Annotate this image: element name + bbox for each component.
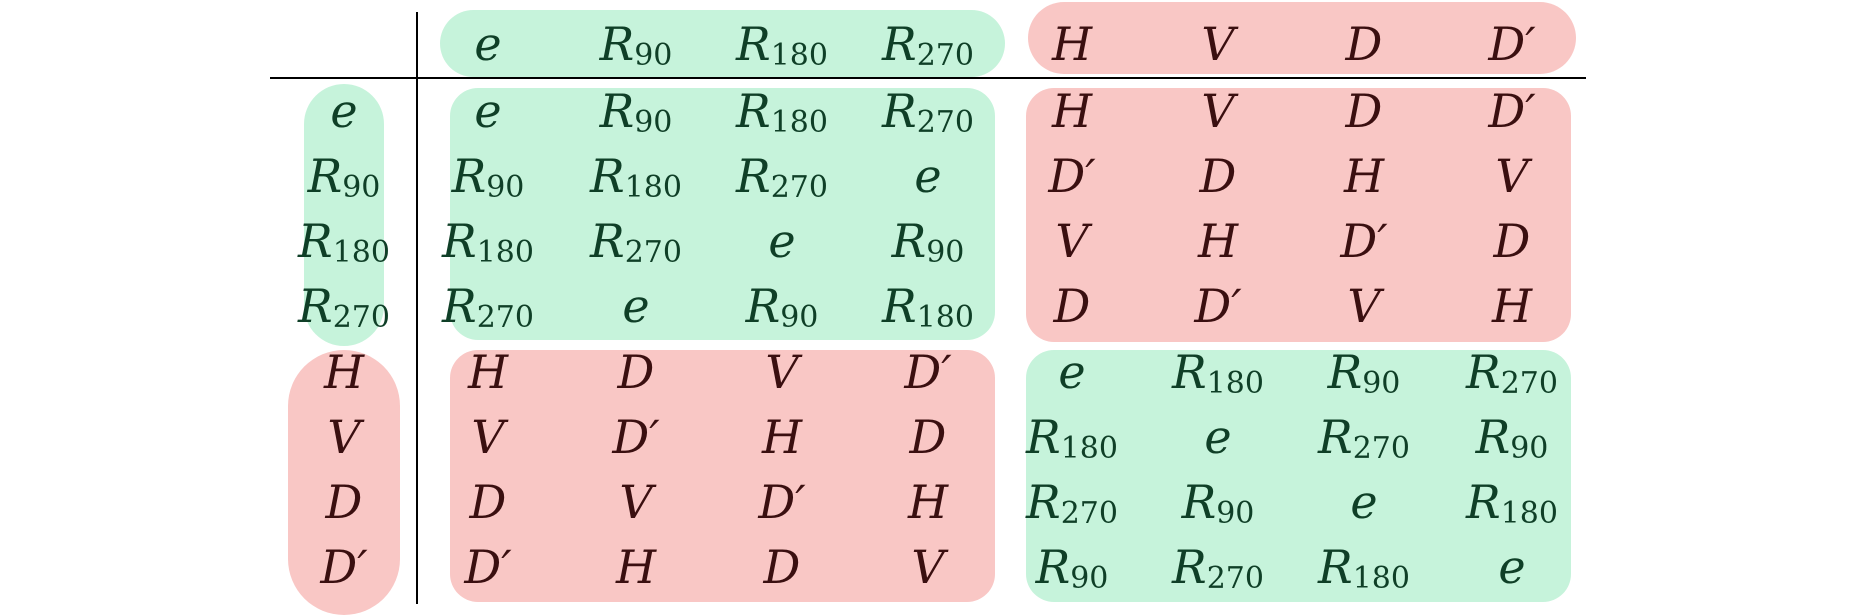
table-cell: e bbox=[1058, 345, 1086, 399]
table-cell: D′ bbox=[1048, 149, 1096, 203]
table-cell: V bbox=[1201, 84, 1235, 138]
table-cell: R 270 bbox=[442, 279, 534, 335]
block-rotation-reflection bbox=[1026, 88, 1571, 342]
table-cell: D bbox=[469, 475, 507, 529]
table-cell: D′ bbox=[758, 475, 806, 529]
table-cell: V bbox=[471, 410, 505, 464]
table-cell: R 90 bbox=[1035, 540, 1109, 596]
header-col-cell: D′ bbox=[320, 540, 368, 594]
table-cell: D bbox=[1493, 214, 1531, 268]
header-row-rotation-region bbox=[440, 10, 1005, 77]
block-reflection-rotation bbox=[450, 350, 995, 602]
block-rotation-rotation bbox=[450, 88, 995, 340]
table-cell: D bbox=[1199, 149, 1237, 203]
table-cell: H bbox=[615, 540, 657, 594]
table-cell: V bbox=[1495, 149, 1529, 203]
table-cell: H bbox=[1051, 84, 1093, 138]
table-cell: R 180 bbox=[1172, 345, 1264, 401]
table-cell: R 90 bbox=[1181, 475, 1255, 531]
header-row-cell: e bbox=[474, 17, 502, 71]
table-cell: R 90 bbox=[599, 84, 673, 140]
table-cell: R 180 bbox=[442, 214, 534, 270]
block-reflection-reflection bbox=[1026, 350, 1571, 602]
table-cell: e bbox=[474, 84, 502, 138]
table-cell: R 90 bbox=[1475, 410, 1549, 466]
table-cell: R 270 bbox=[882, 84, 974, 140]
table-cell: H bbox=[1343, 149, 1385, 203]
table-cell: e bbox=[622, 279, 650, 333]
header-col-cell: H bbox=[323, 345, 365, 399]
table-cell: V bbox=[1055, 214, 1089, 268]
table-cell: R 270 bbox=[590, 214, 682, 270]
table-cell: R 180 bbox=[1026, 410, 1118, 466]
table-cell: e bbox=[1204, 410, 1232, 464]
table-cell: H bbox=[467, 345, 509, 399]
header-col-cell: R 90 bbox=[307, 149, 381, 205]
table-cell: R 90 bbox=[451, 149, 525, 205]
table-cell: H bbox=[907, 475, 949, 529]
table-cell: R 270 bbox=[1466, 345, 1558, 401]
table-cell: R 270 bbox=[736, 149, 828, 205]
header-col-reflection-region bbox=[288, 350, 400, 615]
header-row-reflection-region bbox=[1028, 2, 1576, 74]
table-cell: V bbox=[619, 475, 653, 529]
header-row-cell: R 90 bbox=[599, 17, 673, 73]
header-col-cell: e bbox=[330, 84, 358, 138]
table-cell: D′ bbox=[612, 410, 660, 464]
header-row-cell: R 180 bbox=[736, 17, 828, 73]
table-cell: H bbox=[761, 410, 803, 464]
table-cell: R 270 bbox=[1318, 410, 1410, 466]
table-cell: D bbox=[909, 410, 947, 464]
table-cell: R 180 bbox=[590, 149, 682, 205]
table-cell: H bbox=[1491, 279, 1533, 333]
table-cell: D′ bbox=[1194, 279, 1242, 333]
table-cell: R 90 bbox=[891, 214, 965, 270]
header-col-cell: D bbox=[325, 475, 363, 529]
header-col-cell: R 270 bbox=[298, 279, 390, 335]
table-cell: V bbox=[1347, 279, 1381, 333]
table-cell: V bbox=[911, 540, 945, 594]
table-cell: e bbox=[914, 149, 942, 203]
table-cell: D′ bbox=[1488, 84, 1536, 138]
table-cell: e bbox=[1350, 475, 1378, 529]
table-cell: D bbox=[1345, 84, 1383, 138]
header-col-rotation-region bbox=[304, 84, 384, 346]
table-cell: R 180 bbox=[736, 84, 828, 140]
header-col-cell: V bbox=[327, 410, 361, 464]
table-cell: R 90 bbox=[1327, 345, 1401, 401]
table-cell: R 90 bbox=[745, 279, 819, 335]
table-cell: D bbox=[1053, 279, 1091, 333]
header-col-cell: R 180 bbox=[298, 214, 390, 270]
header-row-cell: D bbox=[1345, 17, 1383, 71]
header-row-cell: D′ bbox=[1488, 17, 1536, 71]
table-cell: R 180 bbox=[1466, 475, 1558, 531]
vertical-rule bbox=[416, 12, 418, 604]
header-row-cell: V bbox=[1201, 17, 1235, 71]
header-row-cell: H bbox=[1051, 17, 1093, 71]
table-cell: e bbox=[1498, 540, 1526, 594]
table-cell: R 270 bbox=[1026, 475, 1118, 531]
table-cell: e bbox=[768, 214, 796, 268]
table-cell: R 180 bbox=[1318, 540, 1410, 596]
header-row-cell: R 270 bbox=[882, 17, 974, 73]
table-cell: D bbox=[617, 345, 655, 399]
horizontal-rule bbox=[270, 77, 1586, 79]
table-cell: D′ bbox=[464, 540, 512, 594]
table-cell: R 270 bbox=[1172, 540, 1264, 596]
table-cell: H bbox=[1197, 214, 1239, 268]
table-cell: D bbox=[763, 540, 801, 594]
table-cell: D′ bbox=[904, 345, 952, 399]
table-cell: D′ bbox=[1340, 214, 1388, 268]
table-cell: V bbox=[765, 345, 799, 399]
table-cell: R 180 bbox=[882, 279, 974, 335]
